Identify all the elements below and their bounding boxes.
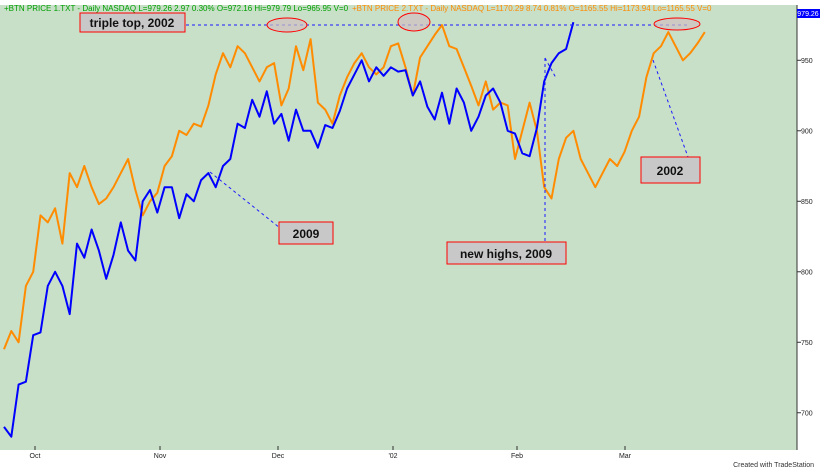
triple-top-label: triple top, 2002 <box>90 16 175 30</box>
y-tick-label: 700 <box>801 410 813 417</box>
y-tick-label: 750 <box>801 340 813 347</box>
last-price-tag-bg <box>797 9 820 18</box>
y-tick-group: 700 750 800 850 900 950 <box>797 58 813 417</box>
box-2009 <box>278 221 334 245</box>
top-ellipse-dec <box>266 17 308 33</box>
pointer-2009 <box>209 171 281 229</box>
triple-top-annotation: triple top, 2002 <box>79 12 186 33</box>
x-tick-label: Feb <box>511 453 523 460</box>
x-tick-label: Nov <box>154 453 167 460</box>
price-scale-panel <box>797 5 820 450</box>
x-tick-label: Dec <box>272 453 285 460</box>
x-tick-group: Oct Nov Dec '02 Feb Mar <box>30 446 632 460</box>
y-tick-label: 800 <box>801 269 813 276</box>
y-tick-label: 900 <box>801 128 813 135</box>
label-2009: 2009 <box>293 227 320 241</box>
plot-background <box>0 5 797 450</box>
label-2002: 2002 <box>657 164 684 178</box>
series-2002-line <box>3 24 706 350</box>
credit-text: Created with TradeStation <box>733 462 814 469</box>
x-tick-label: Oct <box>30 453 41 460</box>
new-highs-annotation: new highs, 2009 <box>446 241 567 265</box>
new-highs-box <box>446 241 567 265</box>
annotation-2009: 2009 <box>278 221 334 245</box>
top-ellipse-jan <box>397 12 431 32</box>
header-series2-text: +BTN PRICE 2.TXT - Daily NASDAQ L=1170.2… <box>352 4 712 13</box>
last-price-tag: 979.26 <box>797 11 819 18</box>
annotation-2002: 2002 <box>640 156 701 184</box>
top-ellipse-mar <box>653 17 701 31</box>
box-2002 <box>640 156 701 184</box>
y-tick-label: 950 <box>801 58 813 65</box>
new-highs-label: new highs, 2009 <box>460 247 552 261</box>
pointer-new-highs-2 <box>544 57 557 79</box>
y-tick-label: 850 <box>801 199 813 206</box>
series-2009-line <box>3 21 575 438</box>
series-layer <box>3 21 706 438</box>
x-tick-label: Mar <box>619 453 632 460</box>
header-series1-text: +BTN PRICE 1.TXT - Daily NASDAQ L=979.26… <box>4 4 349 13</box>
triple-top-box <box>79 12 186 33</box>
x-tick-label: '02 <box>388 453 397 460</box>
pointer-2002 <box>652 59 689 158</box>
